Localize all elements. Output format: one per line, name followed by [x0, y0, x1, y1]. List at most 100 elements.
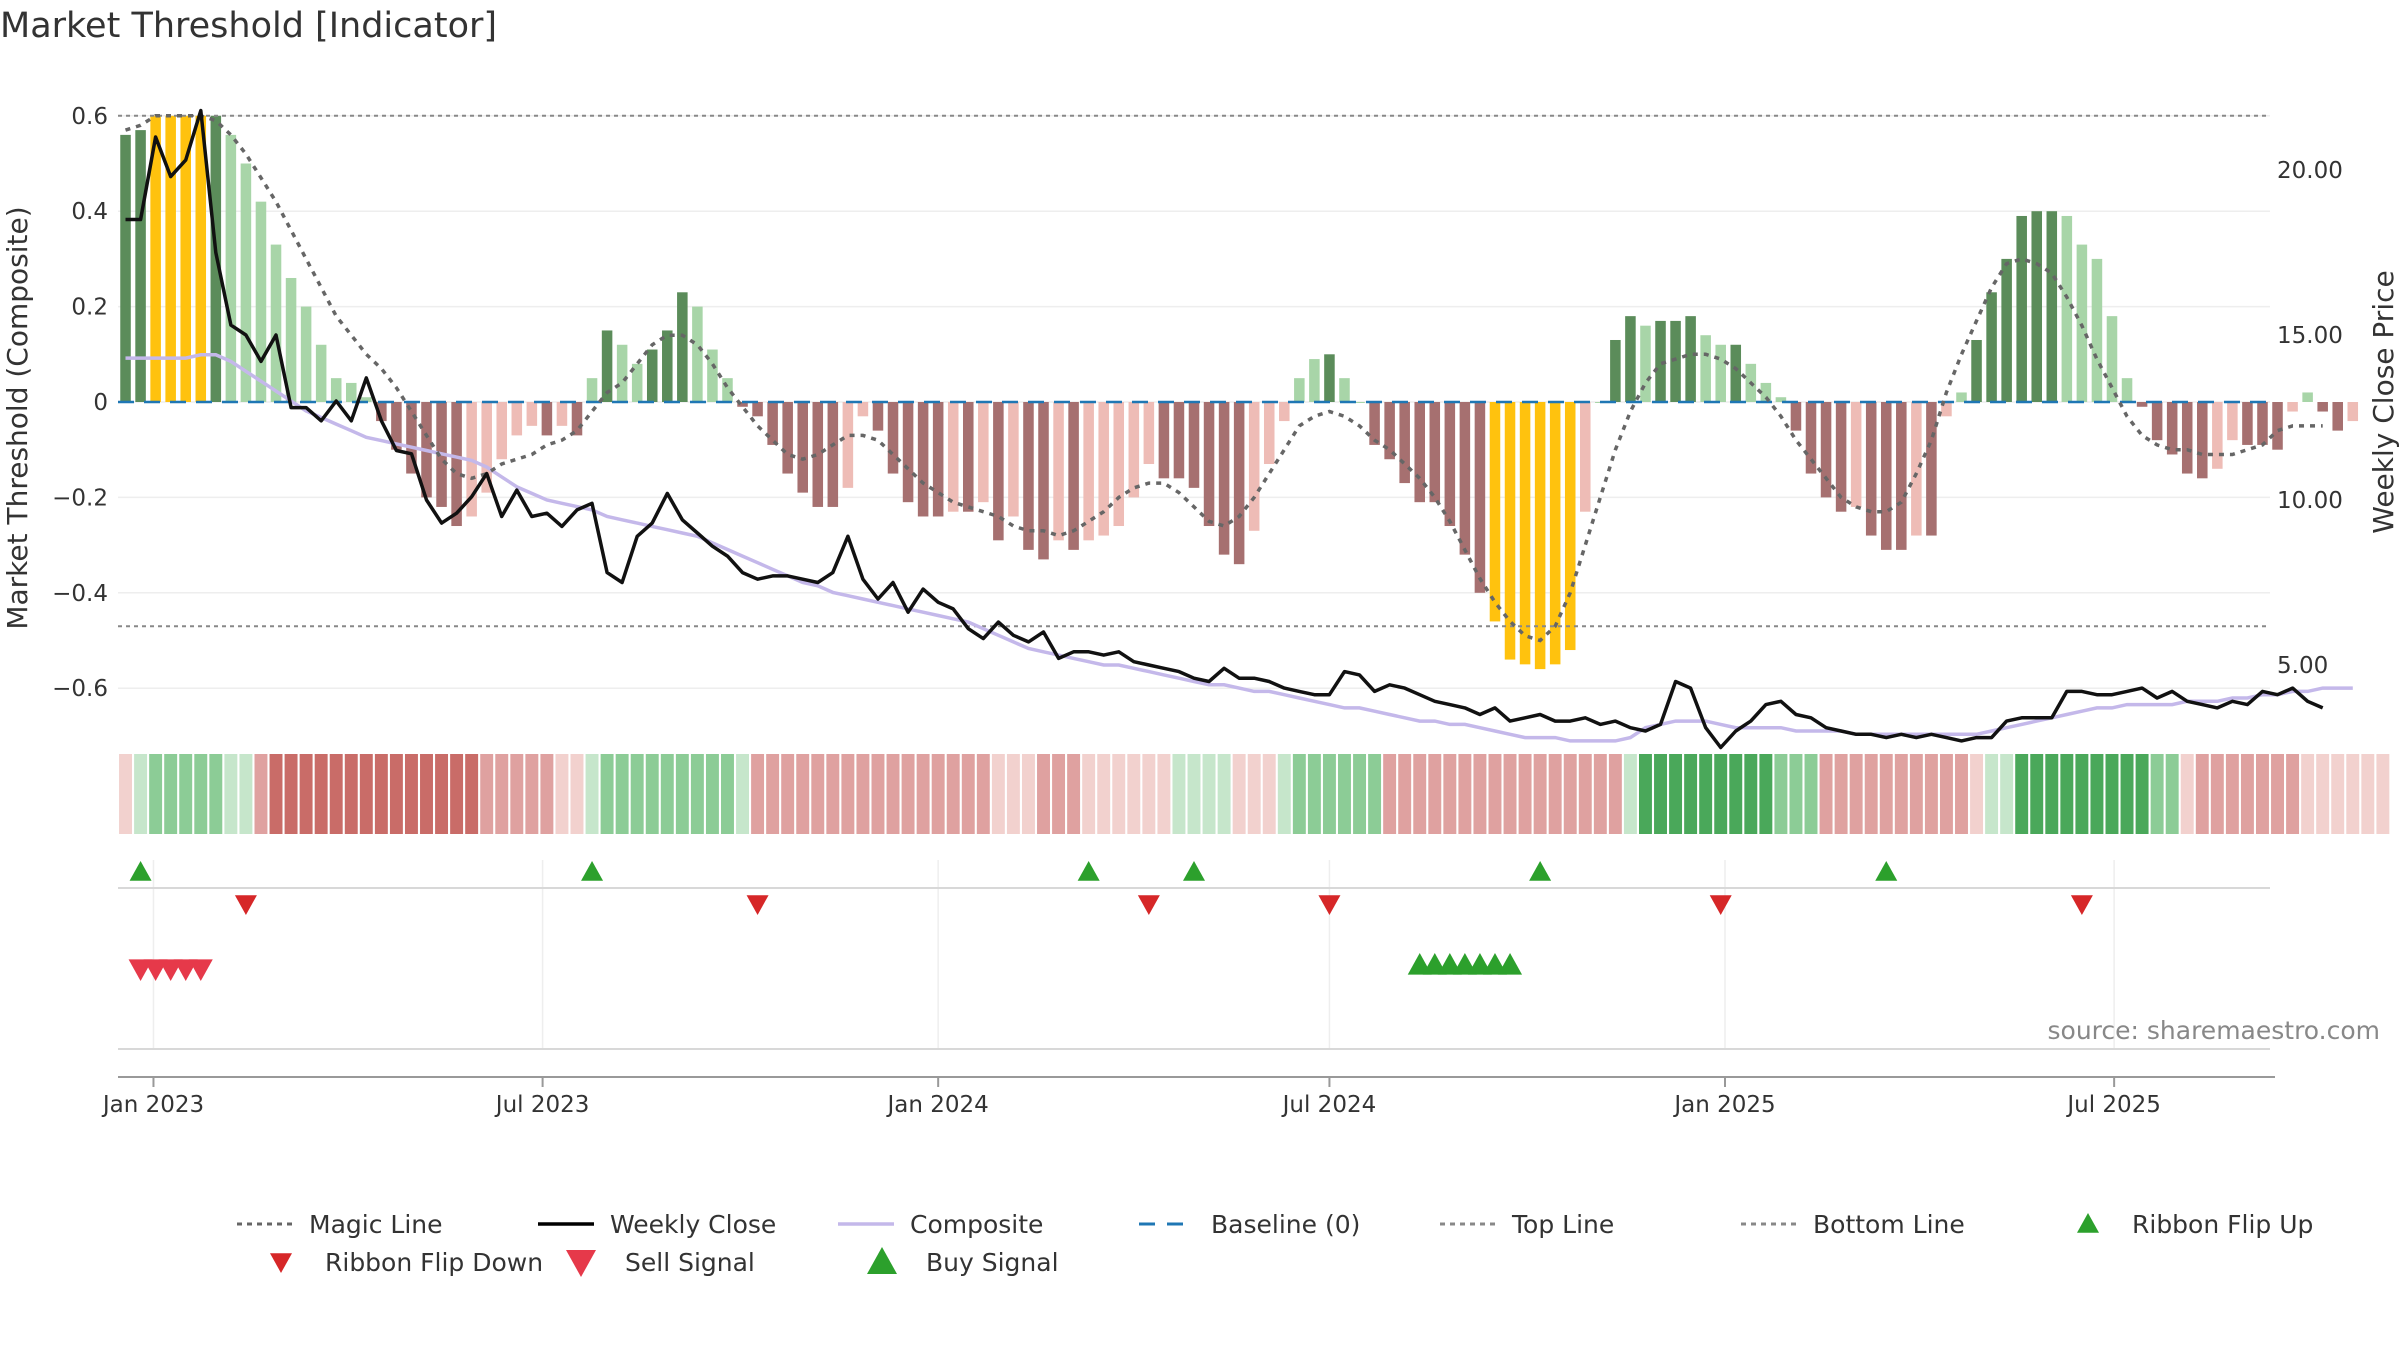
composite-bar — [887, 402, 899, 474]
ribbon-cell — [284, 754, 298, 834]
composite-bar — [677, 292, 688, 402]
ribbon-cell — [1413, 754, 1427, 834]
composite-bar — [556, 402, 568, 426]
sell-signal-marker — [173, 959, 198, 981]
composite-bar — [2121, 378, 2133, 402]
buy-signal-marker — [1437, 953, 1462, 975]
ribbon-cell — [1759, 754, 1773, 834]
ribbon-cell — [991, 754, 1005, 834]
legend-label: Weekly Close — [610, 1210, 776, 1239]
composite-bar — [1805, 402, 1817, 474]
composite-bar — [707, 349, 718, 402]
ribbon-cell — [675, 754, 689, 834]
ribbon-cell — [119, 754, 132, 834]
composite-bar — [1504, 402, 1516, 660]
ribbon-cell — [1127, 754, 1141, 834]
ribbon-cell — [1292, 754, 1306, 834]
composite-bar — [1625, 316, 1636, 402]
composite-bar — [797, 402, 808, 493]
ribbon-cell — [555, 754, 569, 834]
composite-bar — [330, 378, 342, 402]
composite-bar — [1474, 402, 1486, 593]
ribbon-cell — [2286, 754, 2300, 834]
composite-bar — [842, 402, 854, 488]
composite-line — [125, 353, 2353, 743]
ribbon-cell — [2150, 754, 2164, 834]
ribbon-cell — [435, 754, 449, 834]
composite-bar — [180, 115, 191, 403]
composite-bar — [270, 244, 282, 402]
ribbon-cell — [1338, 754, 1351, 834]
composite-bar — [752, 402, 763, 417]
ribbon-flip-up-marker — [129, 861, 152, 881]
ribbon-cell — [2301, 754, 2315, 834]
y-right-axis-title: Weekly Close Price — [2367, 270, 2400, 533]
composite-bar — [120, 134, 131, 402]
ribbon-cell — [1037, 754, 1050, 834]
ribbon-cell — [2376, 754, 2390, 834]
composite-bar — [285, 277, 297, 402]
ribbon-cell — [194, 754, 208, 834]
ribbon-cell — [450, 754, 464, 834]
composite-bar — [1835, 402, 1847, 512]
ribbon-cell — [856, 754, 870, 834]
composite-bar — [1098, 402, 1109, 536]
ribbon-cell — [374, 754, 388, 834]
composite-bar — [2257, 402, 2268, 445]
ribbon-flip-down-marker — [746, 895, 769, 915]
line-series — [118, 108, 2353, 750]
ribbon-cell — [766, 754, 780, 834]
composite-bar — [345, 382, 357, 402]
y-left-tick-label: 0.4 — [71, 199, 108, 225]
ribbon-cell — [1473, 754, 1487, 834]
composite-bar — [1038, 402, 1049, 560]
ribbon-cell — [1488, 754, 1502, 834]
source-label: source: sharemaestro.com — [2048, 1016, 2381, 1045]
legend-swatch — [867, 1247, 897, 1274]
ribbon-flip-down-marker — [1318, 895, 1341, 915]
ribbon-cell — [2210, 754, 2224, 834]
ribbon-strip — [119, 754, 2390, 834]
ribbon-cell — [615, 754, 629, 834]
ribbon-flip-down-marker — [1709, 895, 1732, 915]
ribbon-cell — [1684, 754, 1698, 834]
composite-bar — [1489, 402, 1501, 622]
ribbon-cell — [329, 754, 343, 834]
ribbon-cell — [495, 754, 509, 834]
ribbon-cell — [1699, 754, 1713, 834]
ribbon-cell — [2090, 754, 2104, 834]
ribbon-cell — [2316, 754, 2330, 834]
composite-bar — [1158, 402, 1170, 479]
legend-label: Composite — [910, 1210, 1043, 1239]
legend-swatch — [270, 1253, 292, 1273]
ribbon-cell — [2240, 754, 2254, 834]
ribbon-cell — [2075, 754, 2089, 834]
ribbon-cell — [2015, 754, 2029, 834]
composite-bar — [1309, 359, 1320, 402]
composite-bar — [2091, 258, 2103, 402]
composite-bar — [255, 201, 267, 402]
composite-bar — [2347, 402, 2359, 422]
ribbon-cell — [721, 754, 734, 834]
ribbon-flip-up-marker — [581, 861, 604, 881]
ribbon-flip-down-marker — [234, 895, 257, 915]
ribbon-cell — [1744, 754, 1758, 834]
grid-layer — [118, 115, 2270, 1050]
composite-bar — [917, 402, 929, 517]
legend-item: Bottom Line — [1741, 1210, 1965, 1239]
composite-bar — [2212, 402, 2223, 469]
sell-signal-marker — [128, 959, 153, 981]
ribbon-cell — [2195, 754, 2209, 834]
composite-bar — [2317, 402, 2328, 412]
composite-bar — [1068, 402, 1079, 550]
ribbon-cell — [1804, 754, 1818, 834]
composite-bar — [376, 402, 387, 422]
ribbon-cell — [2256, 754, 2269, 834]
composite-bar — [1173, 402, 1185, 479]
ribbon-cell — [1563, 754, 1577, 834]
ribbon-cell — [1353, 754, 1367, 834]
chart-title: Market Threshold [Indicator] — [0, 6, 498, 46]
y-right-tick-label: 20.00 — [2277, 158, 2343, 184]
composite-bar — [1956, 392, 1967, 402]
